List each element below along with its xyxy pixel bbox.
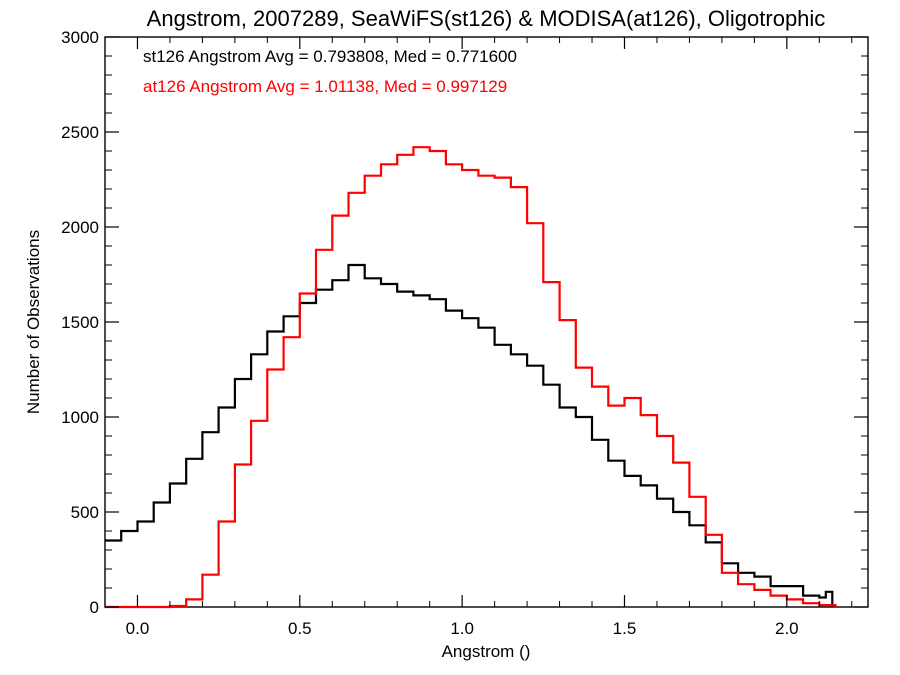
x-tick-label: 0.0 [126, 619, 150, 638]
x-axis-label: Angstrom () [442, 642, 531, 661]
x-tick-label: 1.0 [450, 619, 474, 638]
x-tick-label: 0.5 [288, 619, 312, 638]
axes-layer: 0.0 0.5 1.0 1.5 2.0 0 500 1000 1500 2000 2500 3000 [61, 28, 868, 638]
y-axis-label: Number of Observations [24, 230, 43, 414]
at126-series-line [105, 146, 837, 609]
y-tick-label: 500 [71, 503, 99, 522]
y-tick-label: 0 [90, 598, 99, 617]
x-tick-label: 2.0 [775, 619, 799, 638]
st126-series-line [105, 263, 834, 607]
y-tick-label: 3000 [61, 28, 99, 47]
chart-title: Angstrom, 2007289, SeaWiFS(st126) & MODI… [147, 6, 826, 31]
st126-stats-annotation: st126 Angstrom Avg = 0.793808, Med = 0.7… [143, 47, 517, 66]
y-tick-label: 2500 [61, 123, 99, 142]
y-tick-label: 1500 [61, 313, 99, 332]
at126-stats-annotation: at126 Angstrom Avg = 1.01138, Med = 0.99… [143, 77, 507, 96]
x-tick-label: 1.5 [613, 619, 637, 638]
y-tick-label: 2000 [61, 218, 99, 237]
series-layer [105, 146, 837, 609]
y-tick-label: 1000 [61, 408, 99, 427]
